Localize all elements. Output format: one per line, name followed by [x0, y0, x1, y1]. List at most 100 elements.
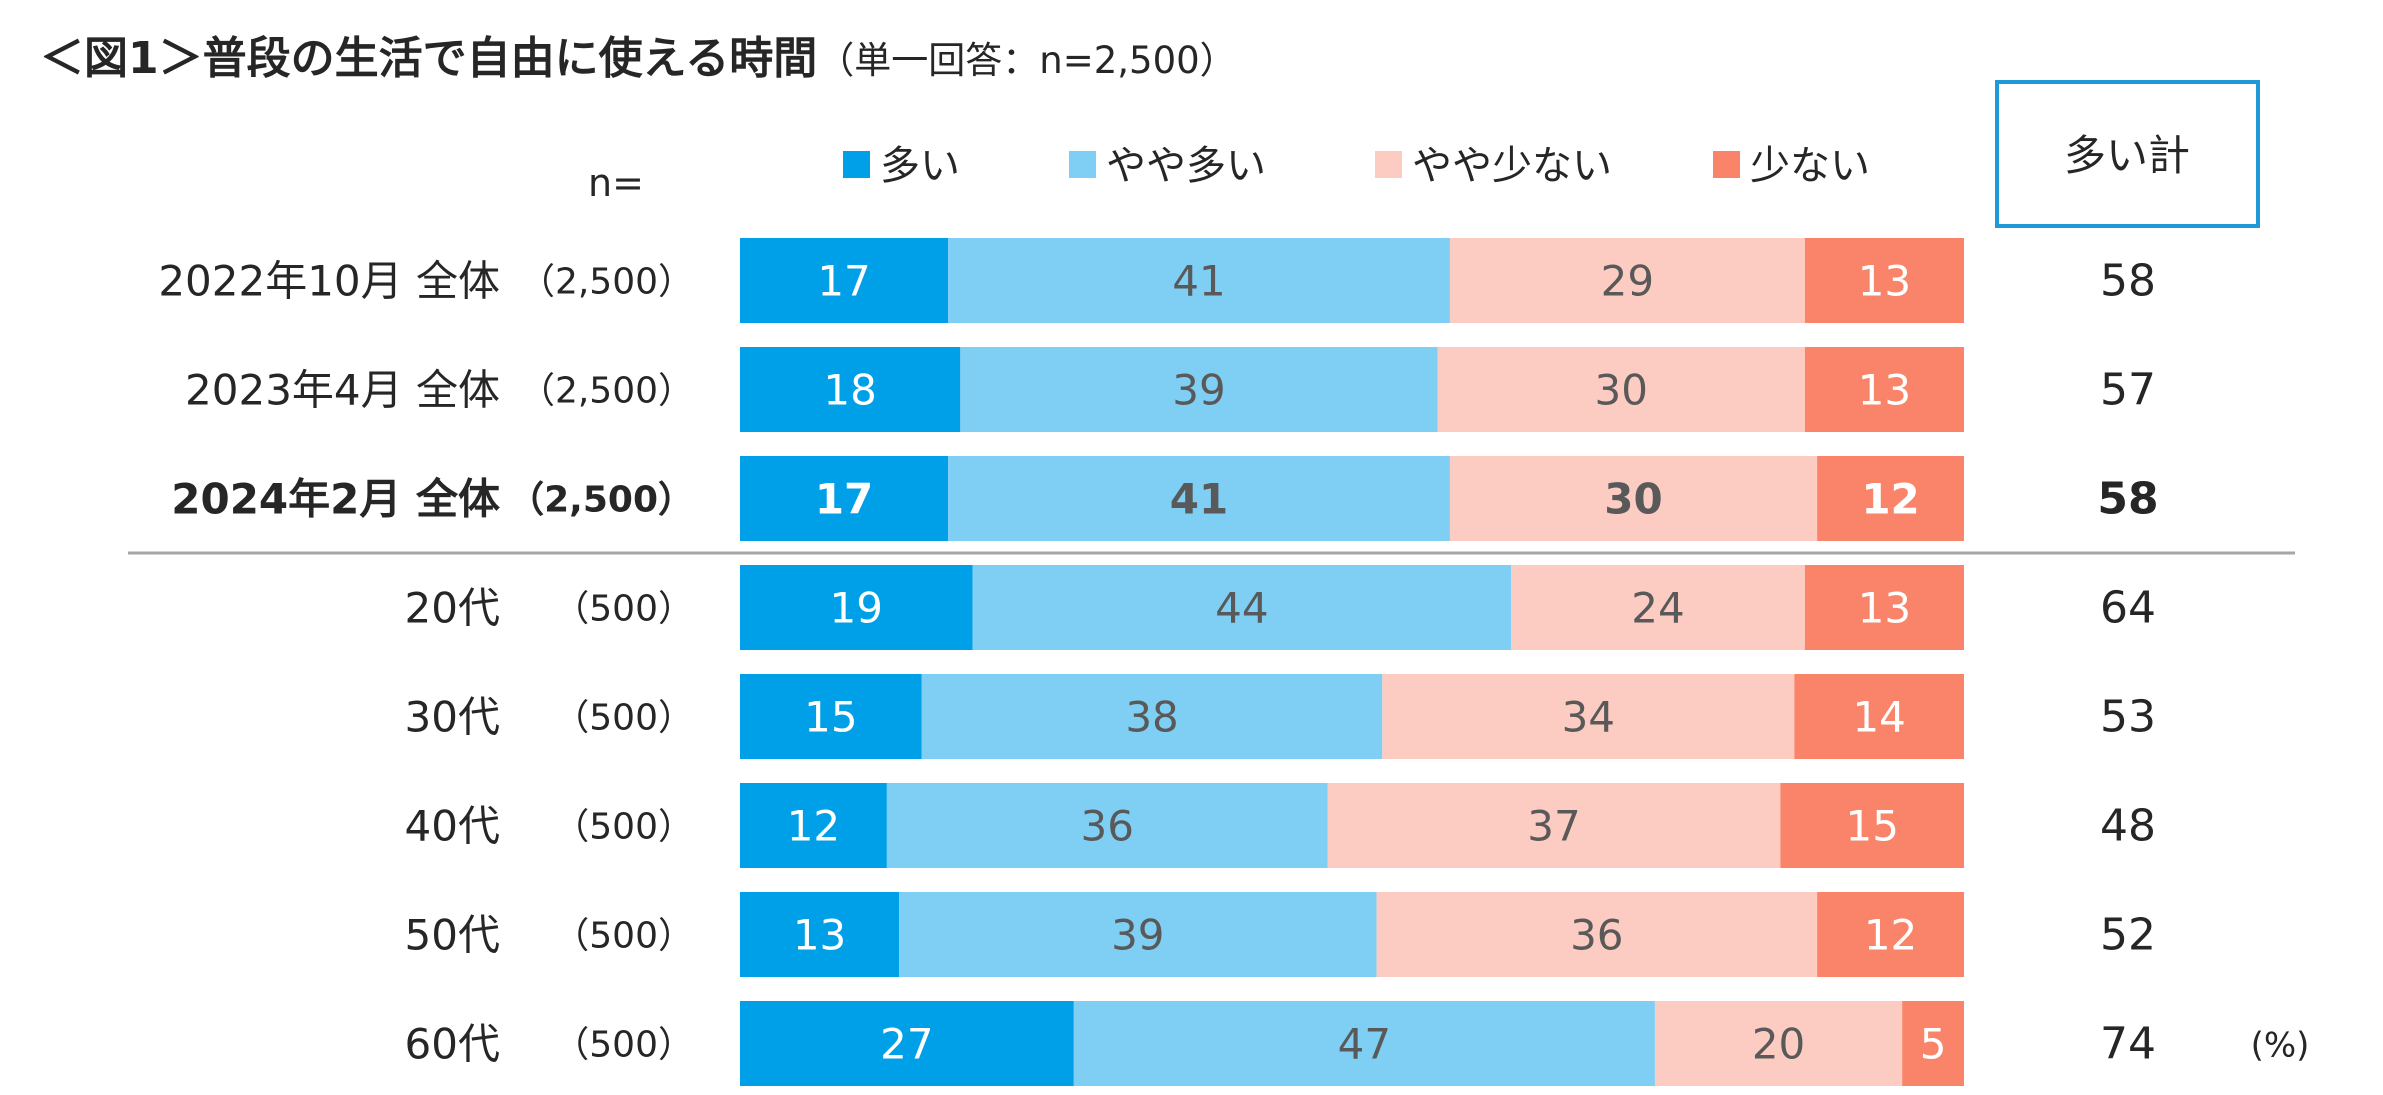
- bar-value-label: 37: [1527, 802, 1580, 851]
- bar-value-label: 41: [1170, 475, 1228, 524]
- bar-value-label: 36: [1080, 802, 1133, 851]
- row-n: （500）: [553, 916, 694, 957]
- bar-segment-3: [1327, 783, 1781, 868]
- bar-value-label: 47: [1338, 1020, 1391, 1069]
- legend-swatch-2: [1069, 151, 1096, 178]
- bar-segment-2: [960, 347, 1438, 432]
- bar-value-label: 14: [1852, 693, 1905, 742]
- bar-segment-1: [740, 892, 900, 977]
- bar-value-label: 5: [1920, 1020, 1947, 1069]
- row-n: （2,500）: [519, 262, 694, 303]
- chart-title-main: ＜図1＞普段の生活で自由に使える時間: [40, 33, 818, 84]
- row-n: （500）: [553, 589, 694, 630]
- bar-value-label: 20: [1752, 1020, 1805, 1069]
- bar-segment-1: [740, 238, 949, 323]
- bar-segment-3: [1376, 892, 1818, 977]
- chart-title-sub: （単一回答：n=2,500）: [817, 39, 1237, 82]
- row-n: （500）: [553, 1025, 694, 1066]
- legend-label-3: やや少ない: [1412, 143, 1612, 189]
- row-label: 2023年4月 全体: [185, 366, 500, 415]
- bar-segment-1: [740, 456, 949, 541]
- n-header: n=: [588, 161, 644, 205]
- bar-value-label: 38: [1125, 693, 1178, 742]
- bar-segment-4: [1817, 892, 1964, 977]
- row-label: 20代: [405, 584, 500, 633]
- row-n: （500）: [553, 698, 694, 739]
- bar-value-label: 19: [830, 584, 883, 633]
- bar-value-label: 12: [1864, 911, 1917, 960]
- bar-segment-4: [1780, 783, 1964, 868]
- bar-segment-3: [1511, 565, 1805, 650]
- row-total: 58: [2100, 256, 2156, 307]
- row-label: 30代: [405, 693, 500, 742]
- row-label: 2024年2月 全体: [171, 475, 500, 524]
- bar-segment-2: [1073, 1001, 1655, 1086]
- row-total: 64: [2100, 583, 2156, 634]
- legend-swatch-1: [843, 151, 870, 178]
- row-n: （500）: [553, 807, 694, 848]
- bar-segment-4: [1902, 1001, 1964, 1086]
- bar-value-label: 15: [804, 693, 857, 742]
- bar-value-label: 12: [1861, 475, 1919, 524]
- row-label: 40代: [405, 802, 500, 851]
- row-total: 52: [2100, 910, 2156, 961]
- bar-value-label: 13: [1858, 257, 1911, 306]
- bar-segment-2: [948, 456, 1450, 541]
- row-total: 57: [2100, 365, 2156, 416]
- bar-value-label: 17: [815, 475, 873, 524]
- bar-value-label: 41: [1172, 257, 1225, 306]
- row-total: 53: [2100, 692, 2156, 743]
- bar-value-label: 13: [793, 911, 846, 960]
- bar-value-label: 39: [1172, 366, 1225, 415]
- bar-segment-3: [1449, 456, 1818, 541]
- bar-value-label: 18: [823, 366, 876, 415]
- bar-value-label: 39: [1111, 911, 1164, 960]
- bar-segment-1: [740, 783, 887, 868]
- row-label: 60代: [405, 1020, 500, 1069]
- total-header-box: [1995, 80, 2260, 228]
- bar-segment-4: [1817, 456, 1964, 541]
- bar-segment-4: [1804, 347, 1964, 432]
- bar-value-label: 17: [817, 257, 870, 306]
- bar-value-label: 29: [1601, 257, 1654, 306]
- row-total: 48: [2100, 801, 2156, 852]
- legend-swatch-4: [1713, 151, 1740, 178]
- bar-value-label: 13: [1858, 366, 1911, 415]
- row-n: （2,500）: [519, 371, 694, 412]
- bar-segment-1: [740, 674, 922, 759]
- bar-segment-2: [921, 674, 1383, 759]
- bar-value-label: 13: [1858, 584, 1911, 633]
- legend-swatch-3: [1375, 151, 1402, 178]
- legend-label-2: やや多い: [1106, 143, 1266, 189]
- bar-segment-1: [740, 565, 973, 650]
- bar-value-label: 24: [1631, 584, 1684, 633]
- bar-segment-4: [1804, 238, 1964, 323]
- bar-segment-3: [1449, 238, 1805, 323]
- row-label: 50代: [405, 911, 500, 960]
- bar-segment-3: [1654, 1001, 1903, 1086]
- row-label: 2022年10月 全体: [158, 257, 500, 306]
- bar-segment-2: [899, 892, 1377, 977]
- row-total: 58: [2097, 474, 2158, 525]
- bar-segment-1: [740, 347, 961, 432]
- bar-value-label: 30: [1604, 475, 1662, 524]
- row-total: 74: [2100, 1019, 2156, 1070]
- bar-segment-4: [1794, 674, 1964, 759]
- bar-segment-1: [740, 1001, 1074, 1086]
- bar-segment-2: [886, 783, 1328, 868]
- row-n: （2,500）: [508, 480, 694, 521]
- bar-segment-3: [1437, 347, 1805, 432]
- bar-value-label: 34: [1562, 693, 1615, 742]
- bar-segment-2: [948, 238, 1450, 323]
- bar-value-label: 27: [880, 1020, 933, 1069]
- legend-label-4: 少ない: [1750, 143, 1870, 189]
- legend-label-1: 多い: [880, 143, 960, 189]
- bar-value-label: 12: [787, 802, 840, 851]
- bar-value-label: 44: [1215, 584, 1268, 633]
- bar-segment-4: [1804, 565, 1964, 650]
- chart-title: ＜図1＞普段の生活で自由に使える時間（単一回答：n=2,500）: [40, 22, 1237, 86]
- bar-value-label: 15: [1845, 802, 1898, 851]
- bar-segment-3: [1382, 674, 1795, 759]
- total-header: 多い計: [2064, 131, 2190, 180]
